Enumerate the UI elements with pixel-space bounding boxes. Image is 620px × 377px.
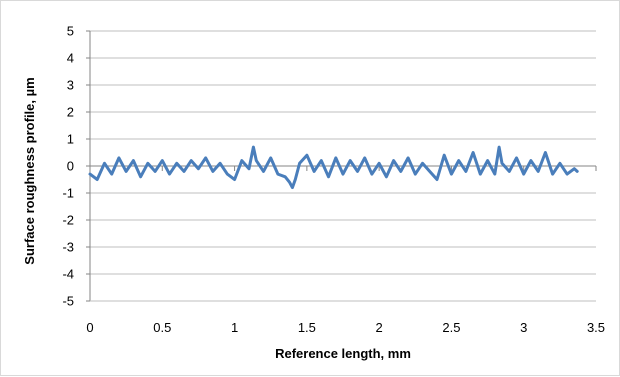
x-tick-label: 1.5 xyxy=(298,320,316,335)
y-tick-label: -1 xyxy=(62,186,74,201)
y-axis-title: Surface roughness profile, µm xyxy=(22,77,37,264)
y-tick-label: -2 xyxy=(62,213,74,228)
x-tick-label: 1 xyxy=(231,320,238,335)
series-line xyxy=(90,147,577,188)
x-tick-label: 3 xyxy=(520,320,527,335)
y-tick-label: -4 xyxy=(62,267,74,282)
tick-labels: 5 4 3 2 1 0 -1 -2 -3 -4 -5 0 0.5 1 1.5 2 2.5 3 3.5 xyxy=(62,24,605,336)
x-axis-title: Reference length, mm xyxy=(275,346,411,361)
y-tick-label: 5 xyxy=(67,24,74,39)
x-tick-label: 3.5 xyxy=(587,320,605,335)
y-tick-label: 0 xyxy=(67,159,74,174)
y-tick-label: -3 xyxy=(62,240,74,255)
y-tick-label: 1 xyxy=(67,132,74,147)
x-tick-label: 0.5 xyxy=(153,320,171,335)
y-tick-label: -5 xyxy=(62,294,74,309)
y-tick-label: 3 xyxy=(67,78,74,93)
x-tick-label: 2 xyxy=(376,320,383,335)
y-tick-label: 4 xyxy=(67,51,74,66)
x-tick-label: 2.5 xyxy=(442,320,460,335)
y-tick-label: 2 xyxy=(67,105,74,120)
x-tick-label: 0 xyxy=(86,320,93,335)
series-layer xyxy=(90,147,577,188)
